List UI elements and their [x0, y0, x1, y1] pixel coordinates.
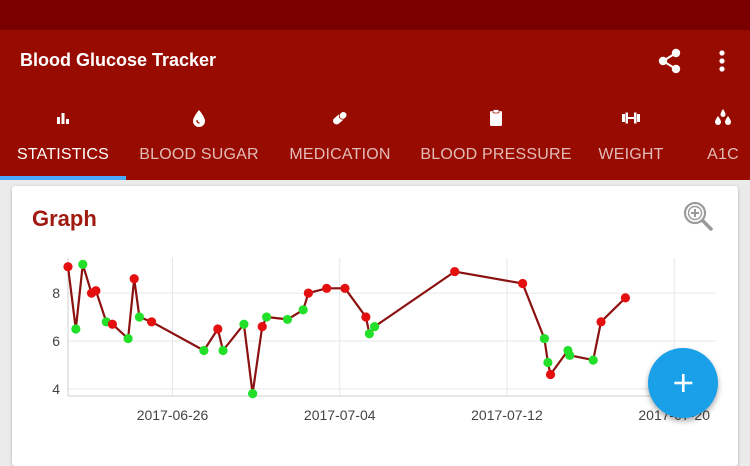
more-options-button[interactable] — [708, 46, 736, 76]
add-icon — [674, 374, 693, 392]
drop-icon — [193, 110, 205, 127]
status-bar — [0, 0, 750, 30]
data-point-normal — [199, 345, 209, 356]
more-vert-icon — [719, 50, 725, 72]
data-point-normal — [369, 322, 380, 332]
y-tick-label: 6 — [52, 333, 60, 349]
data-point-normal — [543, 357, 553, 368]
data-point-high — [518, 278, 528, 289]
tab-indicator — [0, 176, 126, 180]
data-point-high — [129, 274, 139, 284]
x-tick-label: 2017-07-04 — [304, 407, 376, 423]
tab-statistics[interactable]: STATISTICS — [0, 100, 126, 180]
data-point-normal — [248, 389, 258, 399]
data-point-high — [596, 317, 606, 327]
data-point-normal — [78, 259, 88, 269]
data-point-normal — [134, 312, 145, 322]
share-button[interactable] — [654, 46, 686, 76]
tab-bar: STATISTICS BLOOD SUGAR MEDICATION — [0, 100, 750, 180]
tab-weight[interactable]: WEIGHT — [584, 100, 678, 180]
y-tick-label: 4 — [52, 381, 60, 397]
data-point-high — [147, 317, 157, 327]
graph-card: Graph 4682017-06-262017-07-042017-07-122… — [12, 186, 738, 466]
data-point-high — [322, 283, 332, 293]
data-point-high — [303, 288, 313, 298]
tab-label: BLOOD PRESSURE — [420, 146, 572, 163]
data-point-normal — [71, 324, 81, 334]
data-point-normal — [261, 312, 272, 322]
data-point-normal — [239, 319, 249, 329]
data-point-high — [63, 262, 73, 272]
glucose-line-chart: 4682017-06-262017-07-042017-07-122017-07… — [52, 258, 716, 423]
data-point-high — [91, 286, 101, 296]
zoom-in-icon — [683, 201, 713, 231]
data-point-high — [545, 369, 556, 380]
data-point-normal — [298, 305, 308, 315]
tab-label: WEIGHT — [598, 146, 664, 163]
data-point-high — [620, 293, 631, 303]
clipboard-icon — [490, 109, 502, 126]
data-point-normal — [282, 314, 293, 325]
zoom-button[interactable] — [680, 198, 716, 234]
tab-blood-sugar[interactable]: BLOOD SUGAR — [126, 100, 272, 180]
data-point-high — [450, 266, 460, 277]
data-point-normal — [588, 355, 598, 365]
data-point-normal — [565, 350, 575, 360]
data-point-high — [361, 312, 371, 322]
add-entry-button[interactable] — [648, 348, 718, 418]
pill-icon — [333, 111, 348, 125]
app-bar: Blood Glucose Tracker STATISTICS — [0, 30, 750, 180]
x-tick-label: 2017-06-26 — [137, 407, 209, 423]
data-point-normal — [364, 329, 374, 339]
data-point-high — [107, 319, 118, 329]
data-point-normal — [539, 333, 550, 344]
y-tick-label: 8 — [52, 285, 60, 301]
dumbbell-icon — [622, 112, 640, 124]
tab-blood-pressure[interactable]: BLOOD PRESSURE — [408, 100, 584, 180]
tab-label: STATISTICS — [16, 146, 110, 163]
data-point-high — [340, 283, 350, 293]
drops-icon — [715, 109, 731, 125]
share-icon — [658, 48, 681, 74]
bar-chart-icon — [57, 113, 69, 124]
app-title: Blood Glucose Tracker — [20, 50, 217, 70]
tab-label: A1C — [707, 146, 739, 163]
data-point-normal — [218, 345, 228, 356]
x-tick-label: 2017-07-12 — [471, 407, 543, 423]
tab-label: BLOOD SUGAR — [139, 146, 259, 163]
data-point-high — [257, 322, 267, 332]
data-point-high — [213, 324, 223, 334]
tab-medication[interactable]: MEDICATION — [272, 100, 408, 180]
card-title: Graph — [32, 206, 97, 231]
tab-label: MEDICATION — [289, 146, 391, 163]
glucose-series-line — [66, 263, 627, 395]
tab-a1c[interactable]: A1C — [678, 100, 750, 180]
data-point-normal — [123, 333, 133, 344]
